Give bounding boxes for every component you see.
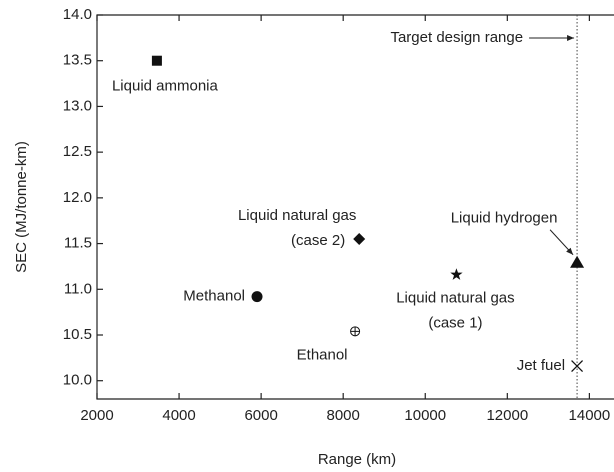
target-label: Target design range	[390, 29, 523, 46]
marker-diamond	[353, 233, 366, 245]
y-tick-label: 14.0	[63, 6, 92, 23]
y-tick-label: 13.0	[63, 97, 92, 114]
y-tick-label: 11.0	[64, 280, 92, 297]
marker-circle	[251, 291, 263, 303]
point-label: Methanol	[183, 288, 245, 305]
x-tick-label: 4000	[162, 407, 195, 424]
marker-star	[450, 268, 463, 280]
x-tick-label: 14000	[569, 407, 611, 424]
y-tick-label: 10.0	[63, 372, 92, 389]
x-tick-label: 2000	[80, 407, 113, 424]
marker-triangle	[570, 255, 585, 268]
point-label: (case 2)	[291, 232, 345, 249]
label-arrow	[549, 229, 574, 256]
x-tick-label: 12000	[486, 407, 528, 424]
x-tick-label: 8000	[327, 407, 360, 424]
plot-frame	[96, 14, 614, 400]
y-axis-label: SEC (MJ/tonne-km)	[13, 141, 30, 273]
point-label: Liquid natural gas	[238, 207, 356, 224]
point-label: Liquid natural gas	[396, 290, 514, 307]
point-label: Jet fuel	[517, 357, 565, 374]
point-label: Liquid ammonia	[112, 78, 219, 95]
x-tick-label: 6000	[244, 407, 277, 424]
y-tick-label: 12.0	[63, 189, 92, 206]
marker-crossed-circle	[350, 326, 361, 337]
x-axis-label: Range (km)	[318, 451, 396, 468]
y-tick-label: 11.5	[64, 235, 92, 252]
y-tick-label: 10.5	[63, 326, 92, 343]
x-tick-label: 10000	[404, 407, 446, 424]
y-tick-label: 12.5	[63, 143, 92, 160]
marker-x	[571, 360, 584, 373]
point-label: Ethanol	[297, 346, 348, 363]
point-label: Liquid hydrogen	[451, 210, 558, 227]
marker-square	[151, 55, 162, 66]
y-tick-label: 13.5	[63, 52, 92, 69]
point-label: (case 1)	[428, 315, 482, 332]
